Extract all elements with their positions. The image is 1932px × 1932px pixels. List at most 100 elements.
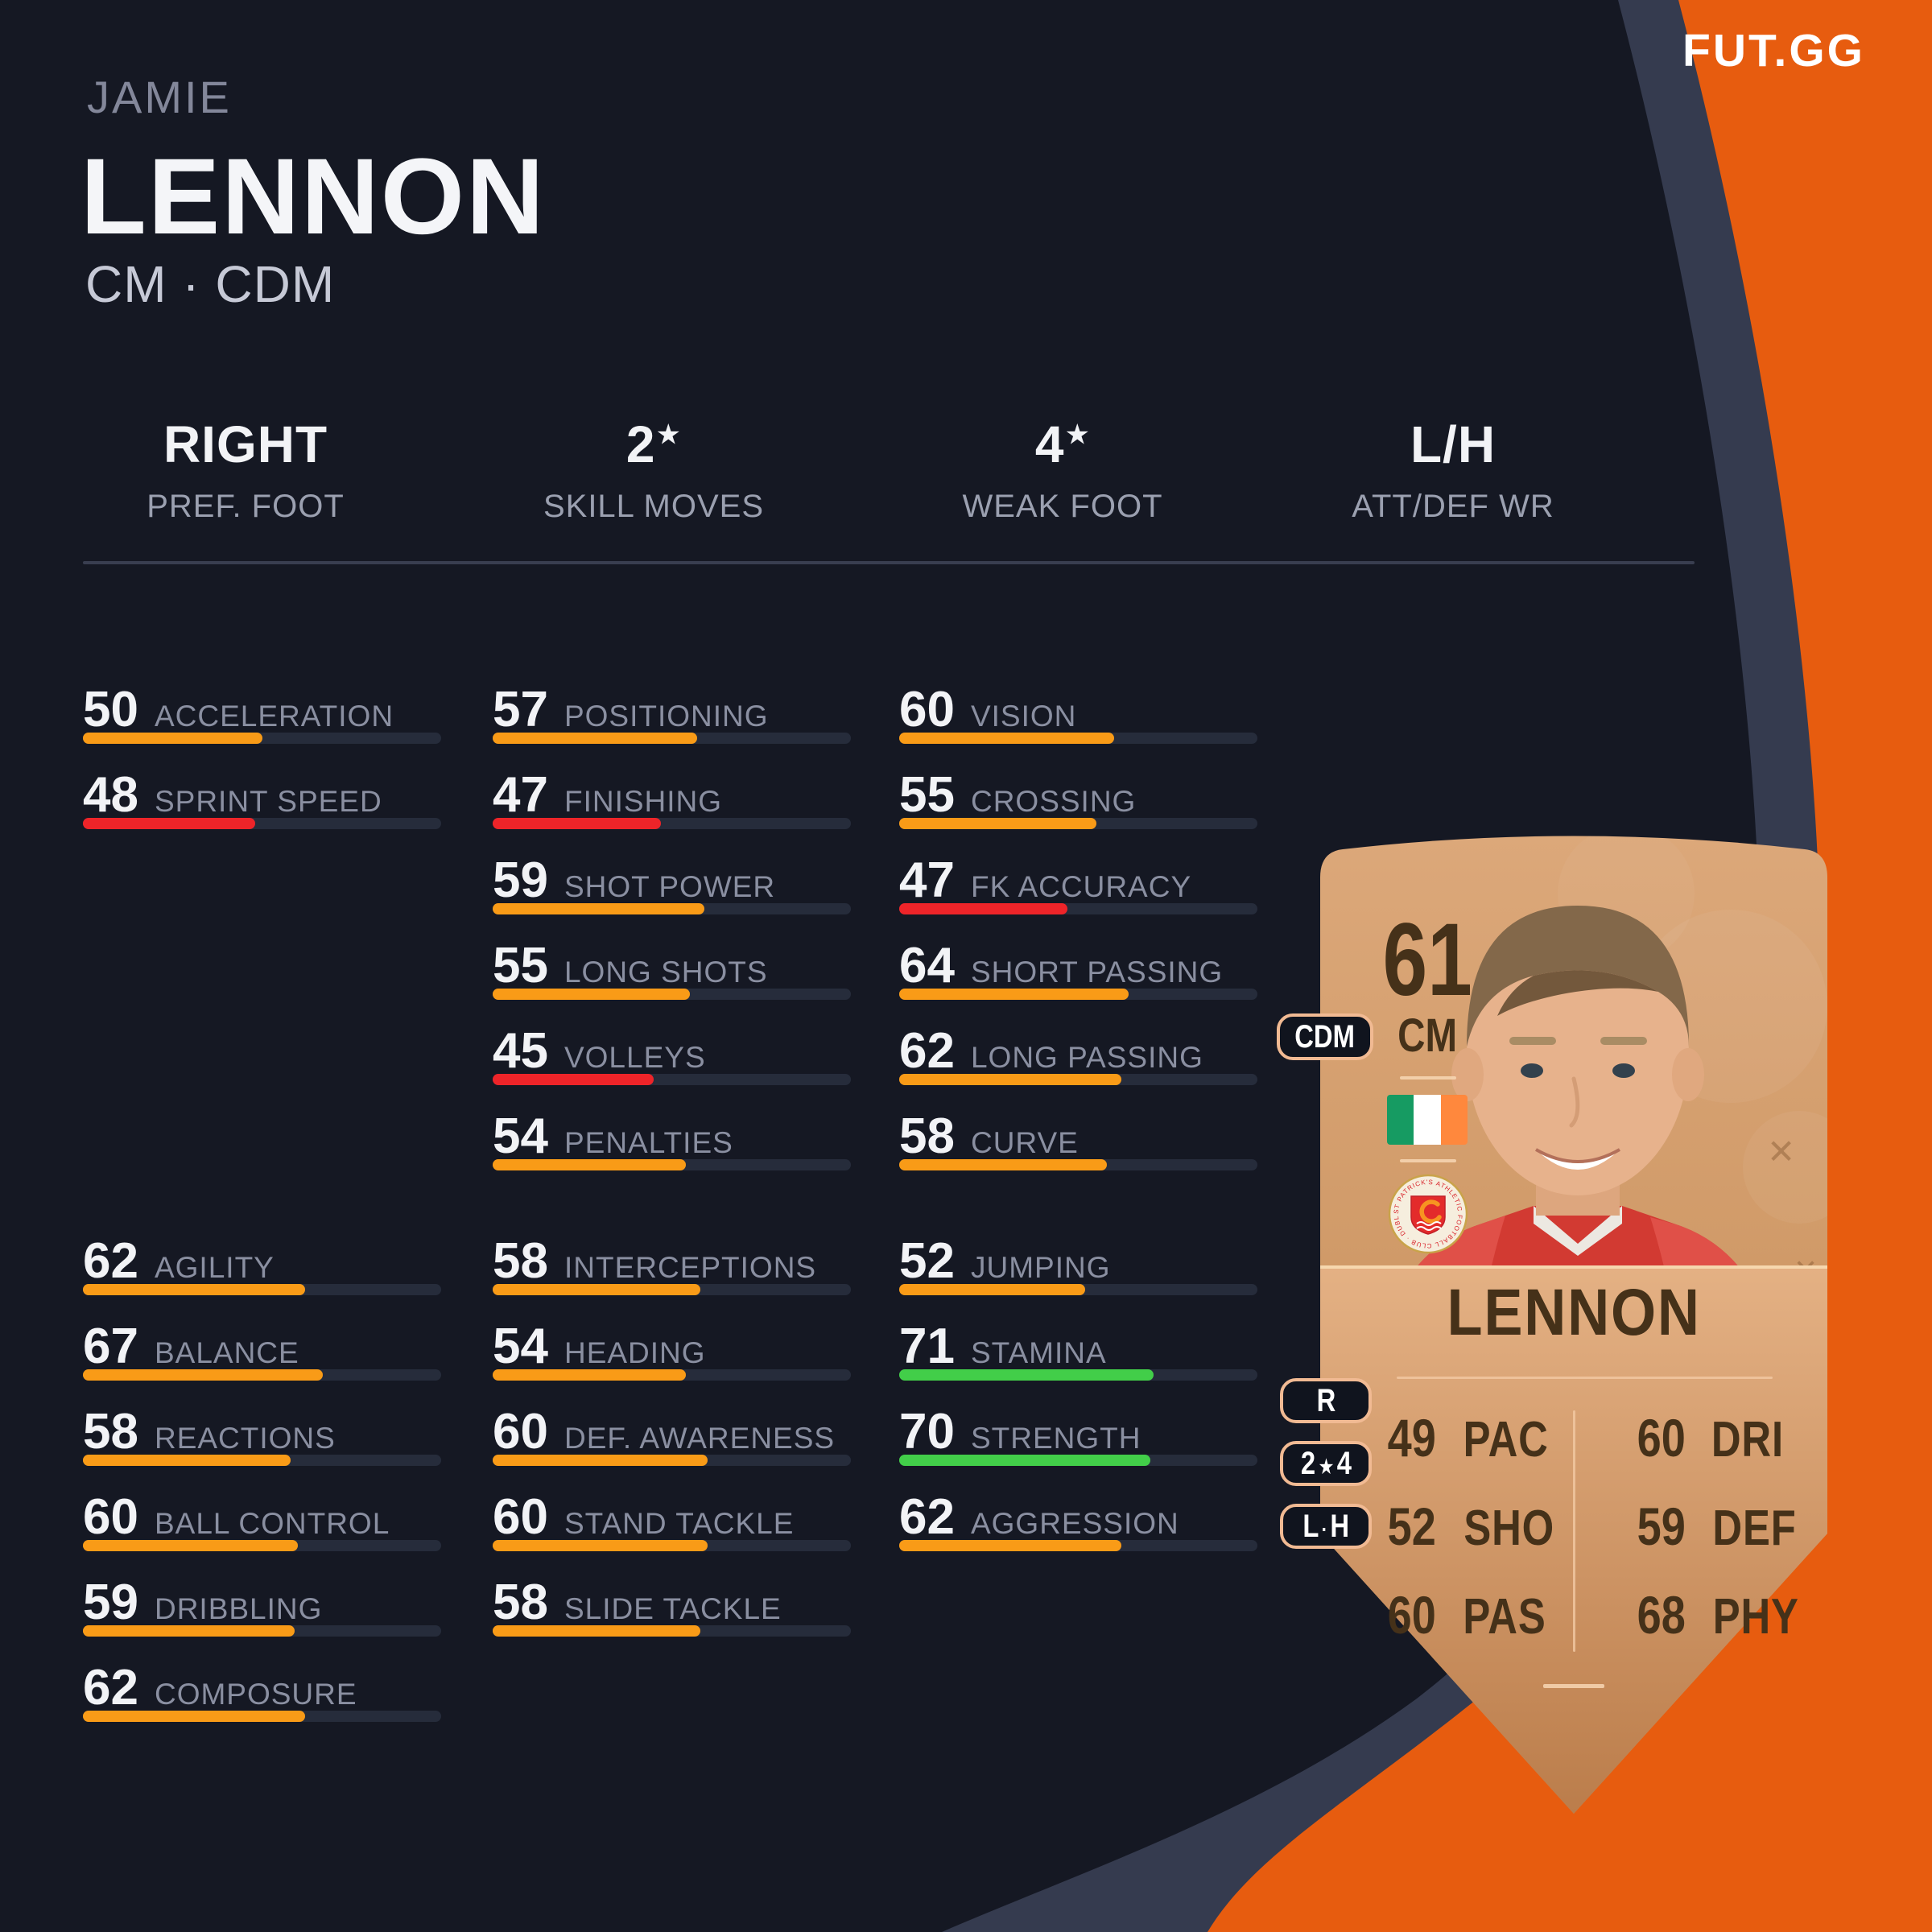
stat-row: 60 STAND TACKLE bbox=[493, 1492, 863, 1577]
stat-row: 60 BALL CONTROL bbox=[83, 1492, 453, 1577]
stat-value: 64 bbox=[899, 938, 955, 993]
stat-bar-fill bbox=[83, 1369, 324, 1381]
stat-row: 45 VOLLEYS bbox=[493, 1026, 863, 1111]
star-icon: ★ bbox=[1064, 419, 1091, 451]
stat-bar-track bbox=[493, 989, 851, 1000]
workrates-label: ATT/DEF WR bbox=[1352, 489, 1554, 524]
stat-label: INTERCEPTIONS bbox=[564, 1251, 817, 1284]
stat-row: 47 FK ACCURACY bbox=[899, 855, 1269, 940]
pref-foot-label: PREF. FOOT bbox=[147, 489, 345, 524]
stat-bar-fill bbox=[83, 1455, 291, 1466]
stat-value: 67 bbox=[83, 1319, 138, 1374]
stat-label: STAMINA bbox=[970, 1336, 1107, 1369]
stat-bar-fill bbox=[899, 818, 1096, 829]
stat-label: SPRINT SPEED bbox=[154, 785, 382, 818]
stat-value: 62 bbox=[899, 1489, 955, 1545]
stat-row: 59 DRIBBLING bbox=[83, 1577, 453, 1662]
stat-bar-track bbox=[83, 733, 441, 744]
card-name-divider bbox=[1397, 1377, 1773, 1379]
stat-label: BALANCE bbox=[154, 1336, 299, 1369]
stat-group-physical: 52 JUMPING 71 STAMINA 70 STRENGTH 62 AGGRESSION bbox=[899, 1236, 1269, 1577]
stat-bar-fill bbox=[493, 1625, 701, 1637]
stat-bar-fill bbox=[493, 1455, 708, 1466]
pill-text: 2 bbox=[1300, 1445, 1315, 1481]
stat-group-passing: 60 VISION 55 CROSSING 47 FK ACCURACY 64 SHORT P… bbox=[899, 684, 1269, 1196]
stat-bar-track bbox=[83, 1540, 441, 1551]
stat-value: 47 bbox=[899, 852, 955, 908]
stat-label: SHOT POWER bbox=[564, 870, 776, 903]
stat-row: 62 COMPOSURE bbox=[83, 1662, 453, 1748]
stat-bar-fill bbox=[493, 1369, 687, 1381]
card-rating: 61 bbox=[1382, 902, 1472, 1018]
card-stat: 60 PAS bbox=[1387, 1585, 1546, 1645]
stat-bar-fill bbox=[83, 733, 262, 744]
stat-value: 45 bbox=[493, 1023, 548, 1079]
stat-bar-fill bbox=[493, 903, 704, 914]
stat-row: 62 AGGRESSION bbox=[899, 1492, 1269, 1577]
stat-bar-fill bbox=[899, 733, 1114, 744]
stat-bar-track bbox=[899, 1369, 1257, 1381]
stat-bar-fill bbox=[493, 733, 697, 744]
stat-label: COMPOSURE bbox=[154, 1678, 357, 1711]
stat-row: 64 SHORT PASSING bbox=[899, 940, 1269, 1026]
stat-label: STAND TACKLE bbox=[564, 1507, 795, 1540]
stat-row: 71 STAMINA bbox=[899, 1321, 1269, 1406]
card-player-name: LENNON bbox=[1447, 1276, 1701, 1349]
stat-label: AGILITY bbox=[154, 1251, 275, 1284]
summary-pref-foot: RIGHT PREF. FOOT bbox=[76, 415, 415, 525]
card-stat: 60 DRI bbox=[1637, 1408, 1784, 1468]
stat-row: 58 CURVE bbox=[899, 1111, 1269, 1196]
stat-group-defending: 58 INTERCEPTIONS 54 HEADING 60 DEF. AWARENESS… bbox=[493, 1236, 863, 1662]
player-last-name: LENNON bbox=[80, 137, 546, 257]
stat-row: 70 STRENGTH bbox=[899, 1406, 1269, 1492]
stat-value: 52 bbox=[899, 1233, 955, 1289]
summary-workrates: L/H ATT/DEF WR bbox=[1284, 415, 1622, 525]
stat-row: 50 ACCELERATION bbox=[83, 684, 453, 770]
stat-row: 62 AGILITY bbox=[83, 1236, 453, 1321]
stat-label: DEF. AWARENESS bbox=[564, 1422, 836, 1455]
stat-bar-fill bbox=[899, 1074, 1121, 1085]
stat-value: 60 bbox=[493, 1489, 548, 1545]
stat-row: 59 SHOT POWER bbox=[493, 855, 863, 940]
stat-bar-fill bbox=[83, 818, 255, 829]
stat-bar-fill bbox=[493, 818, 662, 829]
stat-value: 58 bbox=[899, 1108, 955, 1164]
stat-row: 62 LONG PASSING bbox=[899, 1026, 1269, 1111]
stat-bar-fill bbox=[899, 1159, 1108, 1170]
stat-bar-track bbox=[493, 1074, 851, 1085]
stat-bar-track bbox=[83, 1455, 441, 1466]
stat-bar-fill bbox=[83, 1711, 305, 1722]
stat-row: 48 SPRINT SPEED bbox=[83, 770, 453, 855]
stat-bar-track bbox=[899, 1455, 1257, 1466]
weak-foot-label: WEAK FOOT bbox=[962, 489, 1163, 524]
fut-card: ✕ ✕ bbox=[1288, 813, 1827, 1814]
stat-bar-fill bbox=[493, 1159, 687, 1170]
stat-label: AGGRESSION bbox=[970, 1507, 1179, 1540]
stat-value: 62 bbox=[83, 1660, 138, 1715]
stat-bar-track bbox=[899, 733, 1257, 744]
stat-bar-track bbox=[899, 818, 1257, 829]
stat-label: POSITIONING bbox=[564, 700, 769, 733]
stat-bar-track bbox=[493, 818, 851, 829]
stat-label: CURVE bbox=[970, 1126, 1079, 1159]
stat-group-pace: 50 ACCELERATION 48 SPRINT SPEED bbox=[83, 684, 453, 855]
stat-bar-track bbox=[899, 903, 1257, 914]
stat-label: DRIBBLING bbox=[154, 1592, 323, 1625]
alt-position-pill: CDM bbox=[1277, 1013, 1373, 1060]
stat-value: 62 bbox=[83, 1233, 138, 1289]
stat-bar-track bbox=[493, 903, 851, 914]
stat-label: PENALTIES bbox=[564, 1126, 733, 1159]
flag-white-stripe bbox=[1414, 1095, 1441, 1145]
stat-bar-track bbox=[493, 1159, 851, 1170]
card-texture-circle bbox=[1743, 1111, 1827, 1224]
stat-bar-fill bbox=[83, 1540, 298, 1551]
stat-row: 47 FINISHING bbox=[493, 770, 863, 855]
stat-value: 59 bbox=[83, 1575, 138, 1630]
stat-bar-track bbox=[899, 1540, 1257, 1551]
star-icon: ★ bbox=[1318, 1453, 1334, 1479]
card-band-highlight bbox=[1320, 1265, 1827, 1269]
pill-text: L bbox=[1302, 1508, 1319, 1544]
stat-bar-track bbox=[83, 1284, 441, 1295]
stat-label: SLIDE TACKLE bbox=[564, 1592, 782, 1625]
stat-bar-track bbox=[899, 1284, 1257, 1295]
